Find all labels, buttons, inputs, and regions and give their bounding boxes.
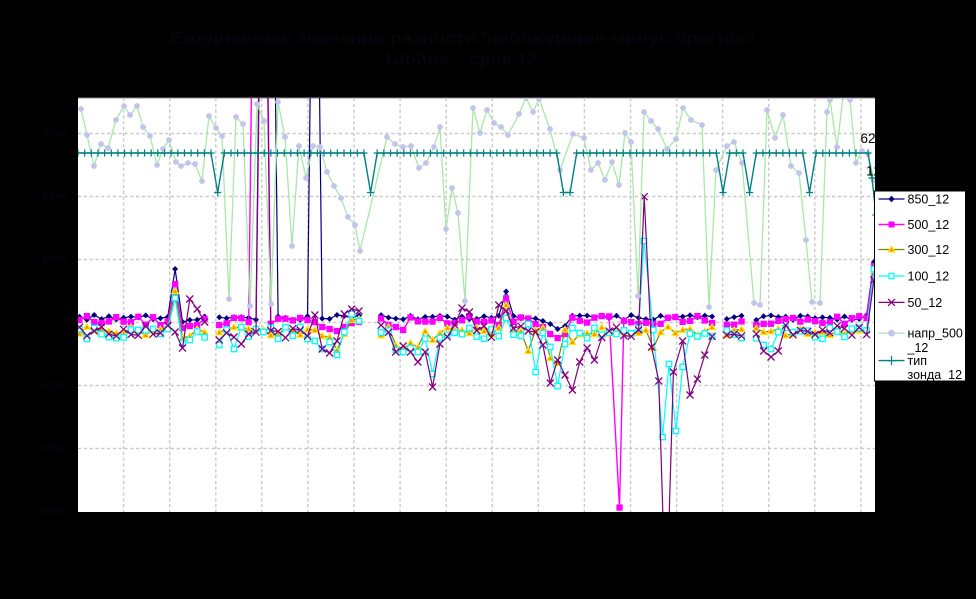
svg-text:Ежедневные значения разности ': Ежедневные значения разности 'наблюдение… xyxy=(170,30,760,48)
svg-text:-20000: -20000 xyxy=(39,444,67,454)
svg-text:тип: тип xyxy=(908,354,927,368)
svg-text:62: 62 xyxy=(861,131,876,146)
svg-text:_12: _12 xyxy=(907,341,929,355)
svg-text:Шойна срок 12: Шойна срок 12 xyxy=(386,51,537,69)
svg-text:300_12: 300_12 xyxy=(908,243,950,257)
svg-text:10000: 10000 xyxy=(42,255,67,265)
svg-text:12: 12 xyxy=(866,164,881,179)
svg-text:20000: 20000 xyxy=(42,192,67,202)
svg-text:50_12: 50_12 xyxy=(908,296,943,310)
svg-text:500_12: 500_12 xyxy=(908,218,950,232)
svg-text:100_12: 100_12 xyxy=(908,270,950,284)
svg-text:зонда_12: зонда_12 xyxy=(908,368,963,382)
svg-text:напр_500: напр_500 xyxy=(908,327,963,341)
svg-text:-10000: -10000 xyxy=(39,381,67,391)
svg-text:-30000: -30000 xyxy=(39,507,67,517)
svg-text:0: 0 xyxy=(62,318,67,328)
svg-text:30000: 30000 xyxy=(42,129,67,139)
svg-text:850_12: 850_12 xyxy=(908,193,950,207)
